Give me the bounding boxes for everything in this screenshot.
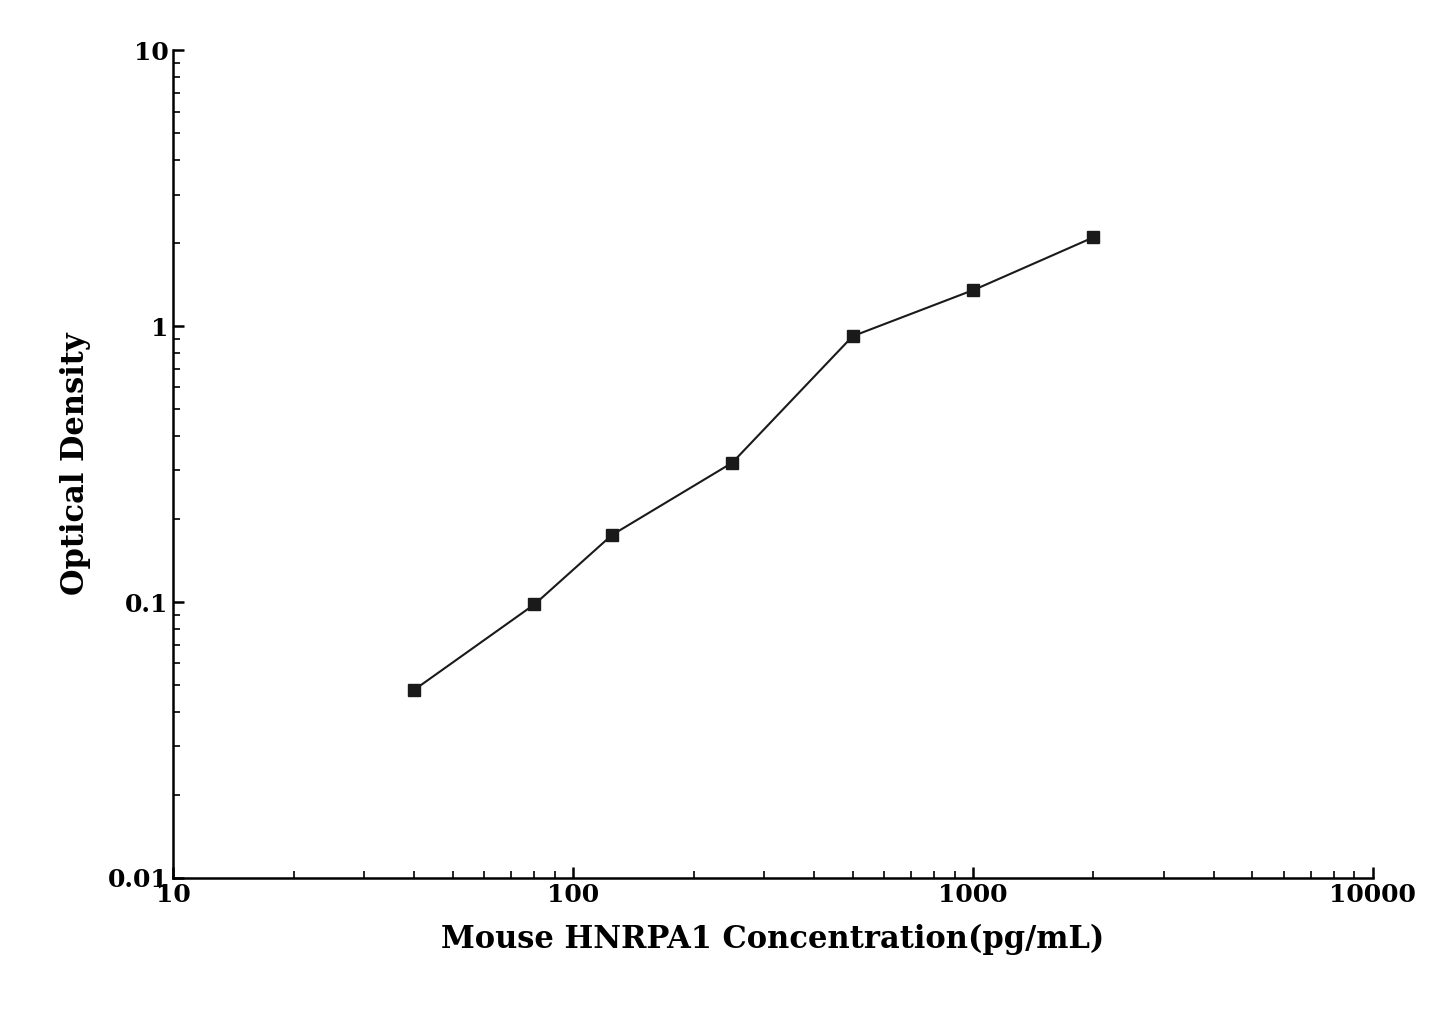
X-axis label: Mouse HNRPA1 Concentration(pg/mL): Mouse HNRPA1 Concentration(pg/mL) — [442, 923, 1104, 955]
Y-axis label: Optical Density: Optical Density — [61, 333, 91, 595]
